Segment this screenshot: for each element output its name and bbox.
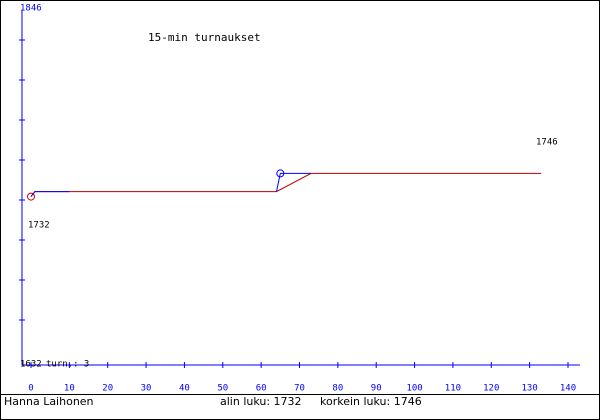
x-tick-label: 120 <box>483 384 499 394</box>
chart-title: 15-min turnaukset <box>148 31 261 44</box>
x-tick-label: 0 <box>28 384 33 394</box>
x-tick-label: 40 <box>179 384 190 394</box>
x-tick-label: 110 <box>445 384 461 394</box>
x-tick-label: 140 <box>560 384 576 394</box>
lowest-rating: alin luku: 1732 <box>220 395 302 408</box>
highest-rating: korkein luku: 1746 <box>320 395 422 408</box>
x-tick-label: 90 <box>371 384 382 394</box>
y-axis-ticks <box>19 39 25 321</box>
x-tick-label: 70 <box>294 384 305 394</box>
x-tick-label: 30 <box>141 384 152 394</box>
x-tick-label: 100 <box>406 384 422 394</box>
games-label: turn.: 3 <box>46 360 89 370</box>
marker <box>27 192 35 201</box>
marker <box>276 169 285 178</box>
y-max-label: 1846 <box>20 4 42 14</box>
player-name: Hanna Laihonen <box>4 395 94 408</box>
annotation: 1746 <box>536 138 558 148</box>
x-tick-label: 50 <box>217 384 228 394</box>
x-tick-label: 80 <box>332 384 343 394</box>
x-tick-label: 130 <box>522 384 538 394</box>
annotation: 1732 <box>28 221 50 231</box>
x-tick-label: 60 <box>256 384 267 394</box>
x-tick-label: 10 <box>64 384 75 394</box>
x-tick-label: 20 <box>102 384 113 394</box>
rating-line <box>30 172 312 197</box>
